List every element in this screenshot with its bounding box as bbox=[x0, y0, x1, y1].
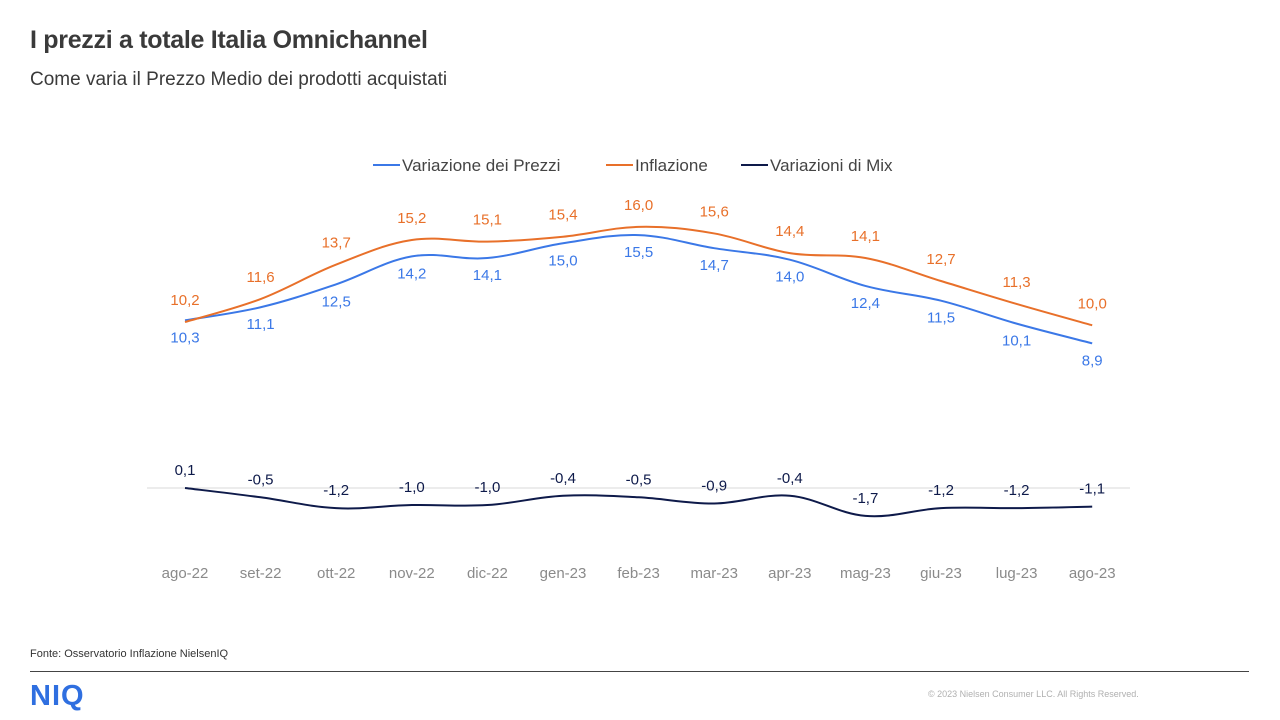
x-tick-label-gen-23: gen-23 bbox=[540, 565, 587, 582]
data-label-variazioni-mix-set-22: -0,5 bbox=[248, 471, 274, 488]
data-label-inflazione-ago-22: 10,2 bbox=[170, 292, 199, 309]
data-label-variazione-prezzi-mag-23: 12,4 bbox=[851, 295, 880, 312]
data-label-inflazione-mag-23: 14,1 bbox=[851, 228, 880, 245]
data-label-variazioni-mix-feb-23: -0,5 bbox=[626, 471, 652, 488]
data-label-inflazione-feb-23: 16,0 bbox=[624, 197, 653, 214]
x-tick-label-set-22: set-22 bbox=[240, 565, 282, 582]
data-label-inflazione-set-22: 11,6 bbox=[247, 269, 275, 286]
series-line-variazioni-mix bbox=[184, 487, 1093, 518]
source-note: Fonte: Osservatorio Inflazione NielsenIQ bbox=[30, 648, 229, 660]
data-label-variazione-prezzi-dic-22: 14,1 bbox=[473, 267, 502, 284]
x-tick-label-nov-22: nov-22 bbox=[389, 565, 435, 582]
series-line-inflazione bbox=[184, 225, 1093, 327]
data-label-variazione-prezzi-feb-23: 15,5 bbox=[624, 244, 653, 261]
niq-logo: NIQ bbox=[30, 680, 85, 712]
x-tick-label-feb-23: feb-23 bbox=[617, 565, 660, 582]
data-label-variazioni-mix-ott-22: -1,2 bbox=[323, 482, 349, 499]
page-subtitle: Come varia il Prezzo Medio dei prodotti … bbox=[30, 69, 448, 90]
data-label-inflazione-mar-23: 15,6 bbox=[700, 203, 729, 220]
data-label-inflazione-apr-23: 14,4 bbox=[775, 223, 804, 240]
data-label-variazione-prezzi-apr-23: 14,0 bbox=[775, 269, 804, 286]
data-label-inflazione-giu-23: 12,7 bbox=[926, 251, 955, 268]
data-label-variazioni-mix-giu-23: -1,2 bbox=[928, 482, 954, 499]
data-label-variazioni-mix-nov-22: -1,0 bbox=[399, 479, 425, 496]
data-label-inflazione-nov-22: 15,2 bbox=[397, 210, 426, 227]
series-layer bbox=[184, 225, 1093, 518]
x-tick-label-apr-23: apr-23 bbox=[768, 565, 811, 582]
data-label-inflazione-gen-23: 15,4 bbox=[548, 207, 577, 224]
data-label-variazione-prezzi-nov-22: 14,2 bbox=[397, 265, 426, 282]
x-tick-label-ago-22: ago-22 bbox=[162, 565, 209, 582]
x-tick-label-mag-23: mag-23 bbox=[840, 565, 891, 582]
series-line-variazione-prezzi bbox=[184, 233, 1093, 345]
data-label-inflazione-dic-22: 15,1 bbox=[473, 212, 502, 229]
x-tick-label-lug-23: lug-23 bbox=[996, 565, 1038, 582]
data-label-variazioni-mix-apr-23: -0,4 bbox=[777, 470, 803, 487]
data-label-inflazione-lug-23: 11,3 bbox=[1003, 274, 1031, 291]
data-label-variazioni-mix-ago-22: 0,1 bbox=[175, 462, 196, 479]
legend-label-variazione-prezzi: Variazione dei Prezzi bbox=[402, 156, 560, 175]
data-labels: 10,3 11,1 12,5 14,2 14,1 15,0 15,5 14,7 14,0 12,4… bbox=[170, 197, 1106, 507]
data-label-variazione-prezzi-lug-23: 10,1 bbox=[1002, 333, 1031, 350]
data-label-variazione-prezzi-ago-22: 10,3 bbox=[170, 329, 199, 346]
x-tick-label-ott-22: ott-22 bbox=[317, 565, 355, 582]
data-label-variazione-prezzi-ott-22: 12,5 bbox=[322, 293, 351, 310]
x-tick-label-mar-23: mar-23 bbox=[690, 565, 738, 582]
data-label-variazioni-mix-dic-22: -1,0 bbox=[474, 479, 500, 496]
data-label-variazioni-mix-mag-23: -1,7 bbox=[852, 490, 878, 507]
legend-label-inflazione: Inflazione bbox=[635, 156, 708, 175]
data-label-variazioni-mix-lug-23: -1,2 bbox=[1004, 482, 1030, 499]
footer-divider bbox=[30, 671, 1249, 672]
page-title: I prezzi a totale Italia Omnichannel bbox=[30, 26, 428, 54]
data-label-variazione-prezzi-set-22: 11,1 bbox=[247, 316, 275, 333]
data-label-variazione-prezzi-giu-23: 11,5 bbox=[927, 310, 955, 327]
data-label-variazione-prezzi-mar-23: 14,7 bbox=[700, 257, 729, 274]
x-tick-label-giu-23: giu-23 bbox=[920, 565, 962, 582]
data-label-inflazione-ago-23: 10,0 bbox=[1078, 295, 1107, 312]
data-label-variazione-prezzi-ago-23: 8,9 bbox=[1082, 352, 1103, 369]
legend-label-variazioni-mix: Variazioni di Mix bbox=[770, 156, 893, 175]
chart-legend: Variazione dei Prezzi Inflazione Variazion… bbox=[373, 156, 893, 175]
data-label-variazioni-mix-ago-23: -1,1 bbox=[1079, 481, 1105, 498]
x-tick-label-dic-22: dic-22 bbox=[467, 565, 508, 582]
data-label-variazioni-mix-mar-23: -0,9 bbox=[701, 478, 727, 495]
data-label-inflazione-ott-22: 13,7 bbox=[322, 235, 351, 252]
copyright-note: © 2023 Nielsen Consumer LLC. All Rights … bbox=[928, 689, 1139, 699]
x-axis-ticks: ago-22 set-22 ott-22 nov-22 dic-22 gen-23 feb-… bbox=[162, 565, 1116, 582]
data-label-variazioni-mix-gen-23: -0,4 bbox=[550, 470, 576, 487]
x-tick-label-ago-23: ago-23 bbox=[1069, 565, 1116, 582]
data-label-variazione-prezzi-gen-23: 15,0 bbox=[548, 252, 577, 269]
